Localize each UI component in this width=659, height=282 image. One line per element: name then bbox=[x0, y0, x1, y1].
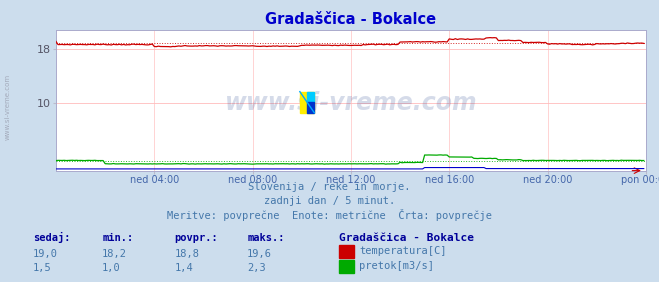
Text: Meritve: povprečne  Enote: metrične  Črta: povprečje: Meritve: povprečne Enote: metrične Črta:… bbox=[167, 209, 492, 221]
Text: Gradaščica - Bokalce: Gradaščica - Bokalce bbox=[339, 233, 474, 243]
Text: zadnji dan / 5 minut.: zadnji dan / 5 minut. bbox=[264, 197, 395, 206]
Text: 2,3: 2,3 bbox=[247, 263, 266, 273]
Text: 18,2: 18,2 bbox=[102, 249, 127, 259]
Title: Gradaščica - Bokalce: Gradaščica - Bokalce bbox=[266, 12, 436, 27]
Text: pretok[m3/s]: pretok[m3/s] bbox=[359, 261, 434, 271]
Text: 1,0: 1,0 bbox=[102, 263, 121, 273]
Text: 1,5: 1,5 bbox=[33, 263, 51, 273]
Text: 19,0: 19,0 bbox=[33, 249, 58, 259]
Text: 19,6: 19,6 bbox=[247, 249, 272, 259]
Text: 1,4: 1,4 bbox=[175, 263, 193, 273]
Text: min.:: min.: bbox=[102, 233, 133, 243]
Text: sedaj:: sedaj: bbox=[33, 232, 71, 243]
Text: 18,8: 18,8 bbox=[175, 249, 200, 259]
Text: temperatura[C]: temperatura[C] bbox=[359, 246, 447, 256]
Text: Slovenija / reke in morje.: Slovenija / reke in morje. bbox=[248, 182, 411, 192]
Text: maks.:: maks.: bbox=[247, 233, 285, 243]
Text: www.si-vreme.com: www.si-vreme.com bbox=[5, 74, 11, 140]
Text: povpr.:: povpr.: bbox=[175, 233, 218, 243]
Text: www.si-vreme.com: www.si-vreme.com bbox=[225, 91, 477, 115]
